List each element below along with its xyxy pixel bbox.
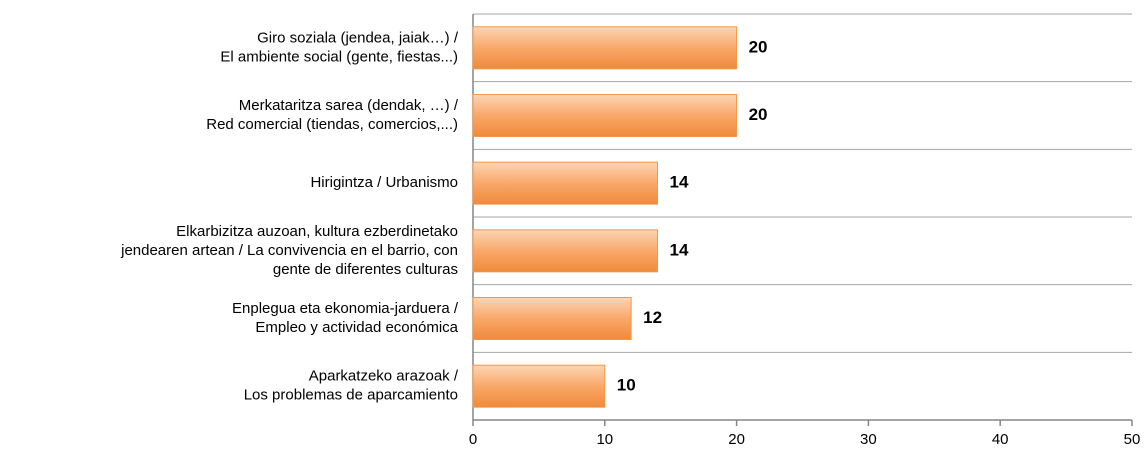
value-label: 14 [670,240,689,259]
x-tick-label: 20 [728,431,745,448]
bar [472,94,738,137]
value-label: 20 [749,37,768,56]
bar [472,364,606,408]
category-label-line: Los problemas de aparcamiento [244,387,458,404]
bar [472,297,632,340]
category-label-line: Aparkatzeko arazoak / [309,368,459,385]
category-label-line: Elkarbizitza auzoan, kultura ezberdineta… [176,223,458,240]
x-tick-label: 0 [469,431,477,448]
category-label-line: El ambiente social (gente, fiestas...) [220,48,458,65]
x-tick-label: 50 [1124,431,1141,448]
category-label: Giro soziala (jendea, jaiak…) / El ambien… [220,29,458,65]
category-label-line: Hirigintza / Urbanismo [310,174,458,191]
bar [472,26,738,70]
value-label: 14 [670,173,689,192]
category-label: Aparkatzeko arazoak / Los problemas de ap… [244,368,459,404]
x-tick-label: 40 [992,431,1009,448]
category-label: Elkarbizitza auzoan, kultura ezberdineta… [120,223,458,278]
category-label: Hirigintza / Urbanismo [310,174,458,191]
category-label-line: Red comercial (tiendas, comercios,...) [206,116,458,133]
bar [472,229,659,273]
category-label: Merkataritza sarea (dendak, …) / Red come… [206,97,459,133]
value-label: 20 [749,105,768,124]
category-label: Enplegua eta ekonomia-jarduera / Empleo y… [232,300,459,336]
category-label-line: jendearen artean / La convivencia en el … [120,242,458,259]
category-label-line: Giro soziala (jendea, jaiak…) / [257,29,459,46]
bar [472,161,659,205]
category-label-line: Enplegua eta ekonomia-jarduera / [232,300,459,317]
category-label-line: Empleo y actividad económica [255,319,458,336]
x-tick-label: 10 [596,431,613,448]
category-label-line: Merkataritza sarea (dendak, …) / [239,97,459,114]
value-label: 10 [617,376,636,395]
value-label: 12 [643,308,662,327]
x-tick-label: 30 [860,431,877,448]
category-label-line: gente de diferentes culturas [273,261,458,278]
